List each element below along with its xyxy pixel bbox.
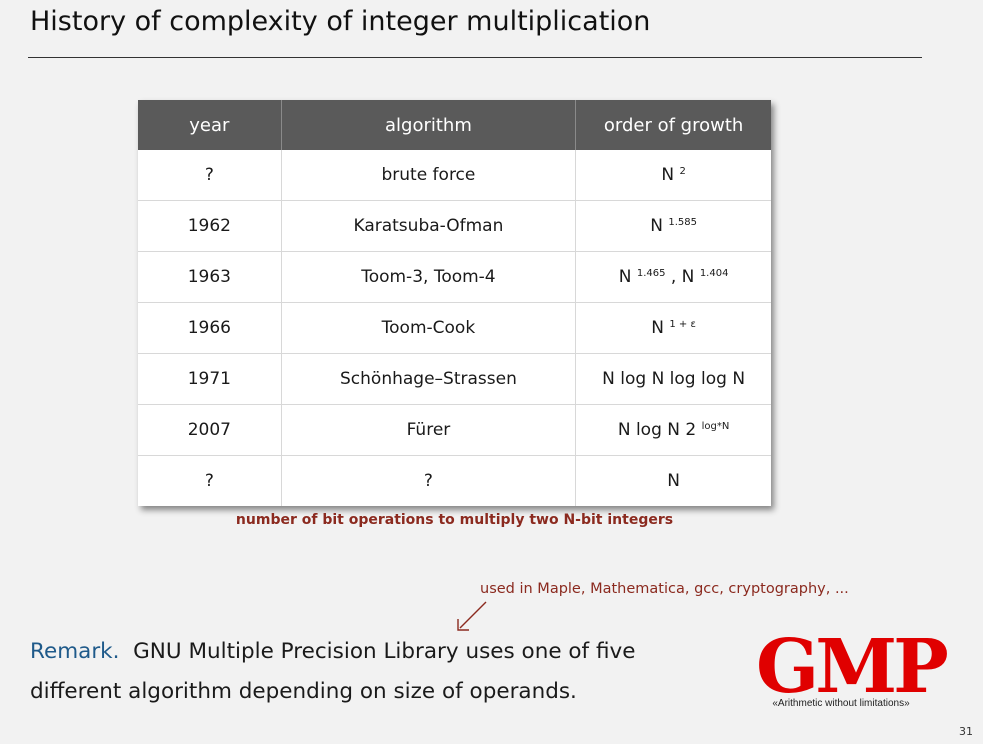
table-body: ? brute force N 2 1962 Karatsuba-Ofman N 1.58… — [138, 150, 771, 506]
usage-annotation: used in Maple, Mathematica, gcc, cryptog… — [480, 581, 849, 597]
growth-base: N log N 2 — [617, 420, 702, 440]
cell-algorithm: Fürer — [281, 404, 577, 456]
cell-algorithm: Karatsuba-Ofman — [281, 200, 577, 252]
cell-order-of-growth: N 2 — [575, 150, 771, 201]
growth-base: N — [650, 216, 669, 236]
growth-exponent: log*N — [701, 421, 730, 432]
growth-base: , N — [665, 267, 700, 287]
growth-exponent: 1.585 — [668, 217, 697, 228]
table-caption: number of bit operations to multiply two… — [235, 512, 674, 528]
growth-base: N — [667, 471, 680, 491]
cell-year: 2007 — [138, 404, 282, 456]
table-row: 2007 Fürer N log N 2 log*N — [138, 404, 771, 456]
growth-exponent: 1 + ε — [669, 319, 696, 330]
cell-algorithm: brute force — [281, 150, 577, 201]
page-number: 31 — [959, 725, 973, 738]
growth-base: N — [651, 318, 670, 338]
remark-lead: Remark. — [30, 639, 120, 664]
cell-year: ? — [138, 455, 282, 506]
cell-order-of-growth: N 1 + ε — [575, 302, 771, 354]
annotation-arrow — [457, 601, 487, 631]
growth-base: N log N log log N — [602, 369, 746, 389]
growth-exponent: 1.465 — [636, 268, 666, 279]
cell-order-of-growth: N log N 2 log*N — [575, 404, 771, 456]
gmp-logo: GMP «Arithmetic without limitations» — [756, 624, 949, 712]
table-row: 1962 Karatsuba-Ofman N 1.585 — [138, 200, 771, 252]
cell-algorithm: Toom-3, Toom-4 — [281, 251, 577, 303]
cell-year: ? — [138, 150, 282, 201]
gmp-logo-text: GMP — [756, 624, 949, 710]
table-header-row: year algorithm order of growth — [138, 100, 771, 150]
growth-exponent: 1.404 — [699, 268, 729, 279]
cell-algorithm: ? — [281, 455, 577, 506]
gmp-tagline: «Arithmetic without limitations» — [772, 698, 910, 709]
cell-algorithm: Schönhage–Strassen — [281, 353, 577, 405]
remark-text: GNU Multiple Precision Library uses one … — [30, 639, 636, 704]
cell-order-of-growth: N 1.465 , N 1.404 — [575, 251, 771, 303]
complexity-table: year algorithm order of growth ? brute fo… — [138, 100, 771, 506]
slide-title: History of complexity of integer multipl… — [30, 6, 651, 37]
header-order-of-growth: order of growth — [575, 100, 771, 150]
remark-paragraph: Remark. GNU Multiple Precision Library u… — [30, 632, 730, 712]
cell-year: 1962 — [138, 200, 282, 252]
title-divider — [28, 57, 922, 58]
header-year: year — [138, 100, 282, 150]
table-row: ? brute force N 2 — [138, 150, 771, 201]
growth-exponent: 2 — [679, 166, 686, 177]
table-row: 1966 Toom-Cook N 1 + ε — [138, 302, 771, 354]
cell-order-of-growth: N log N log log N — [575, 353, 771, 405]
table-row: 1971 Schönhage–Strassen N log N log log N — [138, 353, 771, 405]
cell-year: 1966 — [138, 302, 282, 354]
growth-base: N — [661, 165, 680, 185]
cell-order-of-growth: N — [576, 456, 771, 507]
table-row: ?? N — [138, 455, 771, 507]
cell-year: 1971 — [138, 353, 282, 405]
cell-order-of-growth: N 1.585 — [575, 200, 771, 252]
growth-base: N — [618, 267, 637, 287]
table-row: 1963 Toom-3, Toom-4 N 1.465 , N 1.404 — [138, 251, 771, 303]
cell-algorithm: Toom-Cook — [281, 302, 577, 354]
header-algorithm: algorithm — [281, 100, 577, 150]
cell-year: 1963 — [138, 251, 282, 303]
